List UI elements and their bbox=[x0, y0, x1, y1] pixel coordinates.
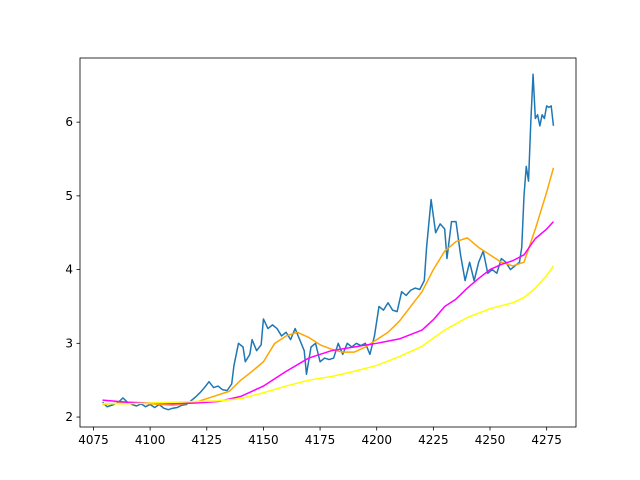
data-line bbox=[102, 167, 555, 406]
x-tick-label: 4275 bbox=[531, 433, 562, 447]
x-tick-label: 4225 bbox=[418, 433, 449, 447]
y-tick-label: 6 bbox=[65, 115, 73, 129]
data-line bbox=[102, 265, 555, 405]
y-tick-label: 2 bbox=[65, 410, 73, 424]
x-tick-label: 4150 bbox=[248, 433, 279, 447]
x-tick-label: 4075 bbox=[78, 433, 109, 447]
x-tick-label: 4100 bbox=[135, 433, 166, 447]
axes-frame bbox=[79, 57, 577, 428]
data-line bbox=[102, 221, 555, 405]
x-tick-label: 4200 bbox=[361, 433, 392, 447]
y-tick-label: 3 bbox=[65, 336, 73, 350]
x-tick-label: 4175 bbox=[305, 433, 336, 447]
x-tick-label: 4125 bbox=[192, 433, 223, 447]
plot-area bbox=[102, 73, 555, 411]
y-tick-label: 4 bbox=[65, 263, 73, 277]
y-tick-label: 5 bbox=[65, 189, 73, 203]
x-tick-label: 4250 bbox=[475, 433, 506, 447]
